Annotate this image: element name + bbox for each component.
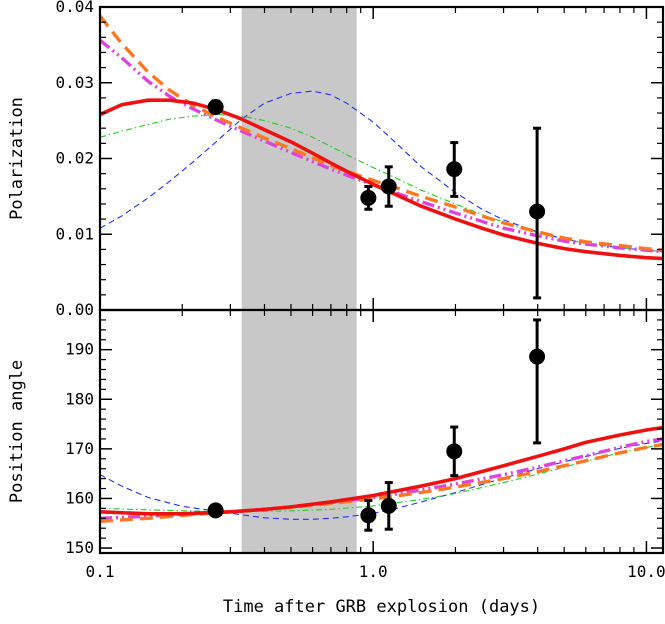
data-point	[207, 502, 224, 519]
y-tick-label: 0.00	[55, 300, 94, 319]
x-tick-label: 0.1	[86, 562, 115, 581]
shaded-interval	[241, 7, 357, 310]
y-tick-label: 0.02	[55, 149, 94, 168]
y-tick-label: 160	[65, 488, 94, 507]
y-tick-label: 150	[65, 538, 94, 557]
shaded-interval	[241, 310, 357, 553]
plot-frame	[98, 5, 665, 312]
data-point	[529, 203, 546, 220]
y-tick-label: 190	[65, 340, 94, 359]
data-point	[529, 348, 546, 365]
position-angle-axis-label: Position angle	[7, 360, 27, 503]
polarization-axis-label: Polarization	[7, 97, 27, 220]
model-curve-solid-thick	[99, 425, 664, 516]
data-point	[360, 189, 377, 206]
model-curve-solid-thick	[99, 98, 664, 261]
x-tick-label: 10.0	[627, 562, 665, 581]
data-point	[446, 161, 463, 178]
data-point	[360, 507, 377, 524]
position-angle-panel: 150 160 170 180 190 0.1 1.0 10.0	[65, 308, 665, 581]
y-tick-label: 180	[65, 389, 94, 408]
plot-frame	[98, 308, 665, 555]
y-tick-label: 0.03	[55, 73, 94, 92]
data-point	[446, 443, 463, 460]
model-curve-dashed-thick	[99, 442, 664, 523]
data-point	[207, 98, 224, 115]
time-axis-label: Time after GRB explosion (days)	[223, 597, 540, 617]
y-tick-label: 170	[65, 439, 94, 458]
data-point	[380, 178, 397, 195]
model-curve-dash-dot-thin	[99, 114, 664, 253]
data-point	[380, 497, 397, 514]
polarization-panel: 0.00 0.01 0.02 0.03 0.04	[55, 0, 665, 319]
model-curve-dash-dot-dot-thick	[98, 39, 664, 254]
y-tick-label: 0.01	[55, 224, 94, 243]
model-curve-dash-dot-thin	[99, 444, 664, 512]
model-curve-dashed-thin	[99, 90, 664, 253]
x-tick-label: 1.0	[359, 562, 388, 581]
y-tick-label: 0.04	[55, 0, 94, 16]
model-curve-dashed-thick	[98, 15, 664, 252]
